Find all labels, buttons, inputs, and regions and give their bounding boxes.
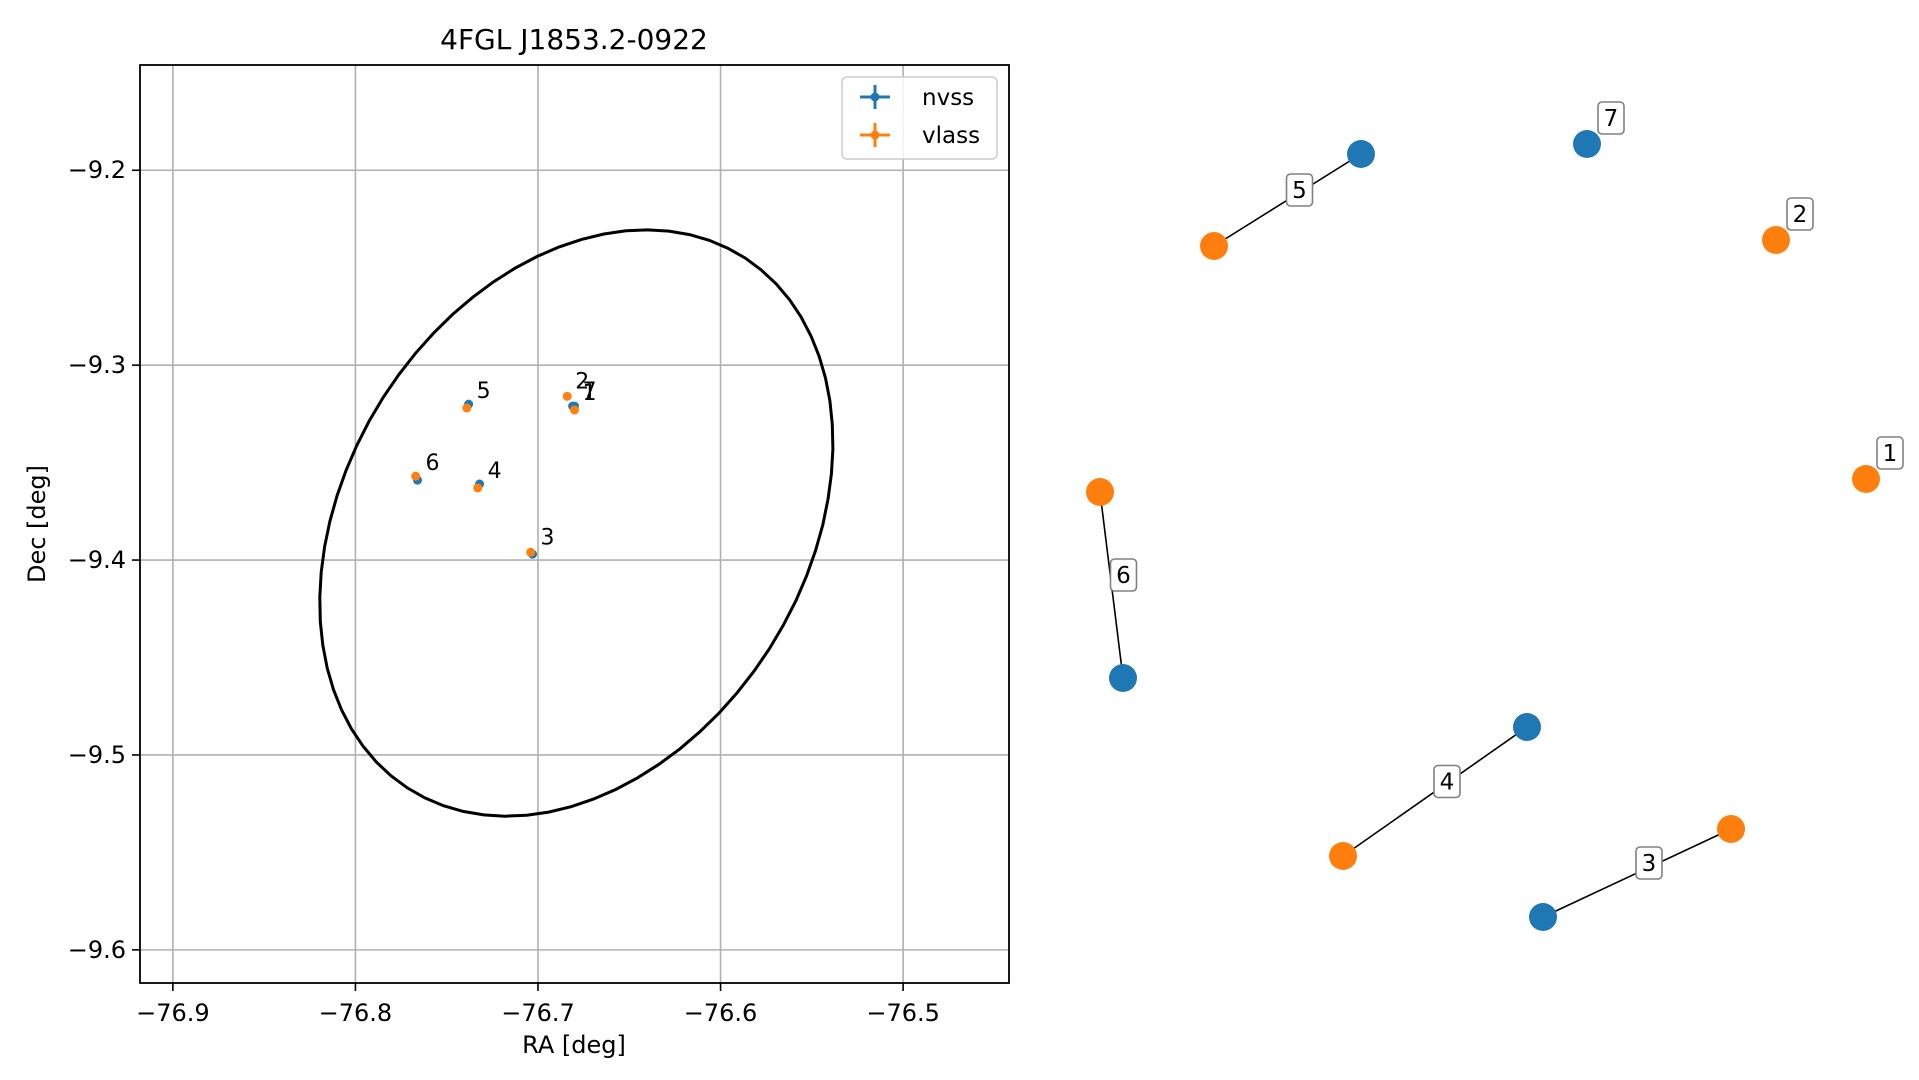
edge-label-4-box [1433,764,1461,799]
chart-title: 4FGL J1853.2-0922 [440,23,708,56]
legend-nvss-marker [870,92,880,102]
vlass-point-3 [526,547,536,557]
node-label-2-box [1786,197,1814,231]
legend-vlass-label: vlass [922,123,980,149]
grid [140,65,1009,983]
node-label-2: 2 [1786,197,1814,231]
graph-node-v1 [1852,465,1880,493]
graph-node-v5 [1200,232,1228,260]
error-ellipse-group [318,228,835,818]
y-axis-label: Dec [deg] [23,465,51,583]
graph-nodes [1086,130,1880,931]
edge-label-4-text: 4 [1440,770,1455,796]
point-label-3: 3 [541,525,555,550]
node-label-2-text: 2 [1793,202,1808,228]
plot-frame [139,64,1010,984]
x-tick-label: −76.8 [319,999,393,1027]
graph-node-v3 [1717,815,1745,843]
x-ticks: −76.9 −76.8 −76.7 −76.6 −76.5 [136,983,940,1027]
legend-nvss-label: nvss [922,85,974,111]
y-tick-label: −9.4 [68,546,126,574]
graph-node-n5 [1347,140,1375,168]
x-tick-label: −76.7 [501,999,575,1027]
point-labels: 12 3 4 5 6 7 [425,369,596,550]
edge-label-5-box [1285,173,1314,207]
node-label-1: 1 [1876,436,1904,470]
edge-label-5-text: 5 [1292,178,1307,204]
node-label-7: 7 [1597,101,1625,135]
y-tick-label: −9.5 [68,741,126,769]
node-label-7-text: 7 [1604,106,1619,132]
node-label-7-box [1597,101,1625,135]
error-ellipse [318,228,835,818]
edge-label-3: 3 [1635,846,1663,880]
legend: nvss vlass [841,76,998,160]
y-tick-label: −9.6 [68,936,126,964]
vlass-point-4 [473,483,483,493]
point-label-2: 2 [575,369,589,394]
legend-vlass-marker [870,130,880,140]
x-tick-label: −76.6 [684,999,758,1027]
legend-entry-nvss: nvss [860,85,974,111]
graph-node-v6 [1086,478,1114,506]
graph-edges [1099,153,1732,918]
graph-node-n7 [1573,130,1601,158]
points [411,391,579,559]
graph-node-v2 [1762,226,1790,254]
vlass-point-2 [562,391,572,401]
edge-label-4: 4 [1433,764,1461,799]
node-label-1-box [1876,436,1904,470]
point-label-5: 5 [477,379,491,404]
x-tick-label: −76.5 [866,999,940,1027]
vlass-point-6 [411,471,421,481]
graph-node-n6 [1109,664,1137,692]
x-axis-label: RA [deg] [522,1031,626,1059]
graph-node-n3 [1529,903,1557,931]
edge-label-3-box [1635,846,1663,880]
edge-label-6-box [1109,558,1138,592]
vlass-point-1 [570,405,579,415]
graph-node-n4 [1513,713,1541,741]
edge-label-6: 6 [1109,558,1138,592]
y-ticks: −9.2 −9.3 −9.4 −9.5 −9.6 [68,156,140,964]
graph-node-v4 [1329,842,1357,870]
edge-label-5: 5 [1285,173,1314,207]
point-label-4: 4 [488,459,502,484]
graph-panel: 5 6 4 3 7 2 1 [1086,101,1904,931]
y-tick-label: −9.3 [68,351,126,379]
edge-label-6-text: 6 [1116,563,1131,589]
node-label-1-text: 1 [1883,441,1898,467]
y-tick-label: −9.2 [68,156,126,184]
point-label-1: 1 [583,381,597,406]
vlass-point-5 [462,403,472,413]
edge-label-3-text: 3 [1642,851,1657,877]
graph-labels: 5 6 4 3 7 2 1 [1109,101,1904,880]
legend-entry-vlass: vlass [860,123,980,149]
point-label-7: 7 [583,379,597,404]
point-label-6: 6 [425,451,439,476]
x-tick-label: −76.9 [136,999,210,1027]
